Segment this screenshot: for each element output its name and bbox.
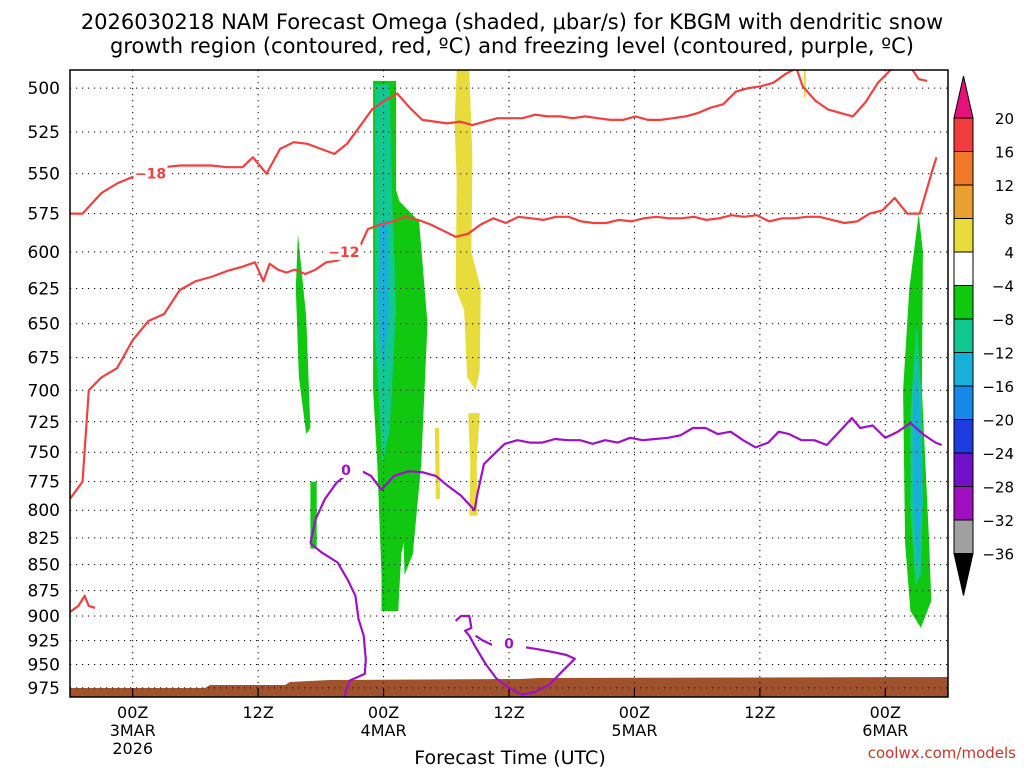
dendritic-contour-minus-12-label-bg	[326, 243, 361, 260]
y-tick-label-900: 900	[28, 607, 60, 627]
colorbar-label-5: −4	[992, 278, 1014, 296]
y-tick-label-600: 600	[28, 243, 60, 263]
x-tick-label-0-2: 2026	[112, 739, 153, 758]
colorbar-segment-3	[953, 184, 974, 219]
y-tick-label-700: 700	[28, 381, 60, 401]
y-tick-label-925: 925	[28, 632, 60, 652]
freezing-level-contour-loop-label: 0	[504, 636, 514, 652]
chart-title-line-1: 2026030218 NAM Forecast Omega (shaded, μ…	[80, 10, 944, 34]
colorbar-segment-13	[953, 519, 974, 554]
freezing-level-contour-lower	[309, 542, 367, 697]
colorbar-label-2: 12	[995, 177, 1014, 195]
colorbar-segment-6	[953, 285, 974, 320]
colorbar-segment-5	[953, 251, 974, 286]
colorbar-label-8: −16	[982, 378, 1014, 396]
colorbar-segment-10	[953, 419, 974, 454]
y-tick-label-825: 825	[28, 529, 60, 549]
plot-area: −18 −12 0 0	[70, 70, 948, 697]
freezing-level-contour-label-bg	[328, 462, 363, 479]
colorbar-segment-11	[953, 452, 974, 487]
y-tick-label-525: 525	[28, 123, 60, 143]
y-tick-label-750: 750	[28, 443, 60, 463]
omega-core-column-1-deep	[378, 221, 389, 378]
x-tick-label-72-0: 00Z	[870, 703, 901, 722]
y-tick-label-650: 650	[28, 315, 60, 335]
colorbar-segment-0	[953, 75, 974, 119]
colorbar-label-0: 20	[995, 110, 1014, 128]
dendritic-contour-minus-12	[70, 156, 938, 500]
x-tick-label-24-1: 4MAR	[361, 721, 407, 740]
x-tick-label-24-0: 00Z	[368, 703, 399, 722]
colorbar-segment-8	[953, 352, 974, 387]
x-tick-label-0-1: 3MAR	[110, 721, 156, 740]
omega-band-column-2	[295, 233, 311, 435]
colorbar-label-3: 8	[1004, 211, 1014, 229]
y-tick-label-775: 775	[28, 473, 60, 493]
colorbar-segment-14	[953, 553, 974, 596]
colorbar-segment-12	[953, 486, 974, 521]
colorbar-segment-2	[953, 151, 974, 186]
y-tick-label-675: 675	[28, 349, 60, 369]
colorbar-segment-1	[953, 117, 974, 152]
colorbar-segment-7	[953, 318, 974, 353]
freezing-level-contour-label: 0	[341, 463, 351, 479]
x-tick-label-72-1: 6MAR	[862, 721, 908, 740]
colorbar-label-13: −36	[982, 546, 1014, 564]
omega-core-column-4-deep	[912, 364, 922, 565]
dendritic-contour-minus-12-label: −12	[328, 245, 359, 261]
dendritic-contour-minus-18-label: −18	[135, 167, 166, 183]
x-tick-label-48-0: 00Z	[619, 703, 650, 722]
freezing-level-contour-loop-label-bg	[492, 635, 526, 652]
omega-rise-column-2	[468, 413, 480, 516]
colorbar-label-7: −12	[982, 345, 1014, 363]
colorbar-label-11: −28	[982, 479, 1014, 497]
colorbar-segment-9	[953, 385, 974, 420]
y-tick-label-575: 575	[28, 205, 60, 225]
plot-frame	[69, 69, 949, 698]
omega-rise-column-4	[803, 70, 806, 98]
y-tick-label-625: 625	[28, 280, 60, 300]
site-credit: coolwx.com/models	[867, 744, 1016, 762]
colorbar-label-10: −24	[982, 445, 1014, 463]
y-tick-label-975: 975	[28, 679, 60, 699]
x-tick-label-48-1: 5MAR	[611, 721, 657, 740]
x-tick-label-36-0: 12Z	[493, 703, 524, 722]
colorbar-label-4: 4	[1004, 244, 1014, 262]
colorbar-label-9: −20	[982, 412, 1014, 430]
chart-title-line-2: growth region (contoured, red, ºC) and f…	[110, 34, 914, 58]
x-tick-label-60-0: 12Z	[744, 703, 775, 722]
dendritic-contour-minus-18-label-bg	[133, 165, 168, 182]
omega-band-column-1-trail	[396, 197, 428, 576]
x-tick-label-0-0: 00Z	[117, 703, 148, 722]
dendritic-contour-minus-18-right	[911, 70, 928, 82]
y-tick-label-850: 850	[28, 556, 60, 576]
omega-rise-column-1	[454, 70, 481, 391]
dendritic-contour-minus-12-left	[70, 594, 96, 613]
y-tick-label-550: 550	[28, 165, 60, 185]
x-axis-title: Forecast Time (UTC)	[414, 747, 605, 768]
colorbar-label-12: −32	[982, 512, 1014, 530]
colorbar-label-1: 16	[995, 144, 1014, 162]
colorbar-label-6: −8	[992, 311, 1014, 329]
x-tick-label-12-0: 12Z	[242, 703, 273, 722]
y-tick-label-875: 875	[28, 582, 60, 602]
y-tick-label-725: 725	[28, 413, 60, 433]
y-tick-label-500: 500	[28, 79, 60, 99]
y-tick-label-950: 950	[28, 656, 60, 676]
freezing-level-contour	[309, 417, 943, 544]
colorbar-segment-4	[953, 218, 974, 253]
omega-rise-column-3	[434, 428, 440, 499]
y-tick-label-800: 800	[28, 501, 60, 521]
dendritic-contour-minus-18	[70, 70, 894, 215]
